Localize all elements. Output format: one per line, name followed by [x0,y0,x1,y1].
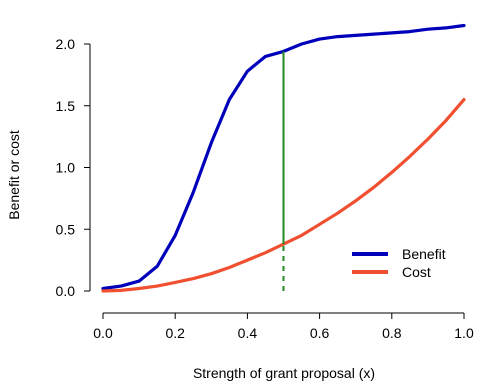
x-tick-label: 0.6 [310,325,330,341]
legend-label-benefit: Benefit [402,246,446,262]
y-tick-label: 1.0 [56,160,76,176]
y-tick-label: 0.0 [56,283,76,299]
x-tick-label: 0.8 [382,325,402,341]
series-line-benefit [101,23,466,291]
x-ticks: 0.0 0.2 0.4 0.6 0.8 1.0 [93,313,474,341]
legend: Benefit Cost [352,246,446,280]
y-tick-label: 2.0 [56,36,76,52]
x-axis-label: Strength of grant proposal (x) [193,365,375,381]
x-tick-label: 0.4 [238,325,258,341]
y-ticks: 0.0 0.5 1.0 1.5 2.0 [56,36,90,299]
y-axis-label: Benefit or cost [6,130,22,220]
x-tick-label: 1.0 [454,325,474,341]
y-axis: 0.0 0.5 1.0 1.5 2.0 [56,36,91,299]
legend-label-cost: Cost [402,264,431,280]
y-tick-label: 1.5 [56,98,76,114]
x-tick-label: 0.0 [93,325,113,341]
series-line-cost [101,98,466,293]
y-tick-label: 0.5 [56,221,76,237]
x-axis: 0.0 0.2 0.4 0.6 0.8 1.0 [93,312,474,341]
series-layer [101,23,466,293]
x-tick-label: 0.2 [165,325,185,341]
